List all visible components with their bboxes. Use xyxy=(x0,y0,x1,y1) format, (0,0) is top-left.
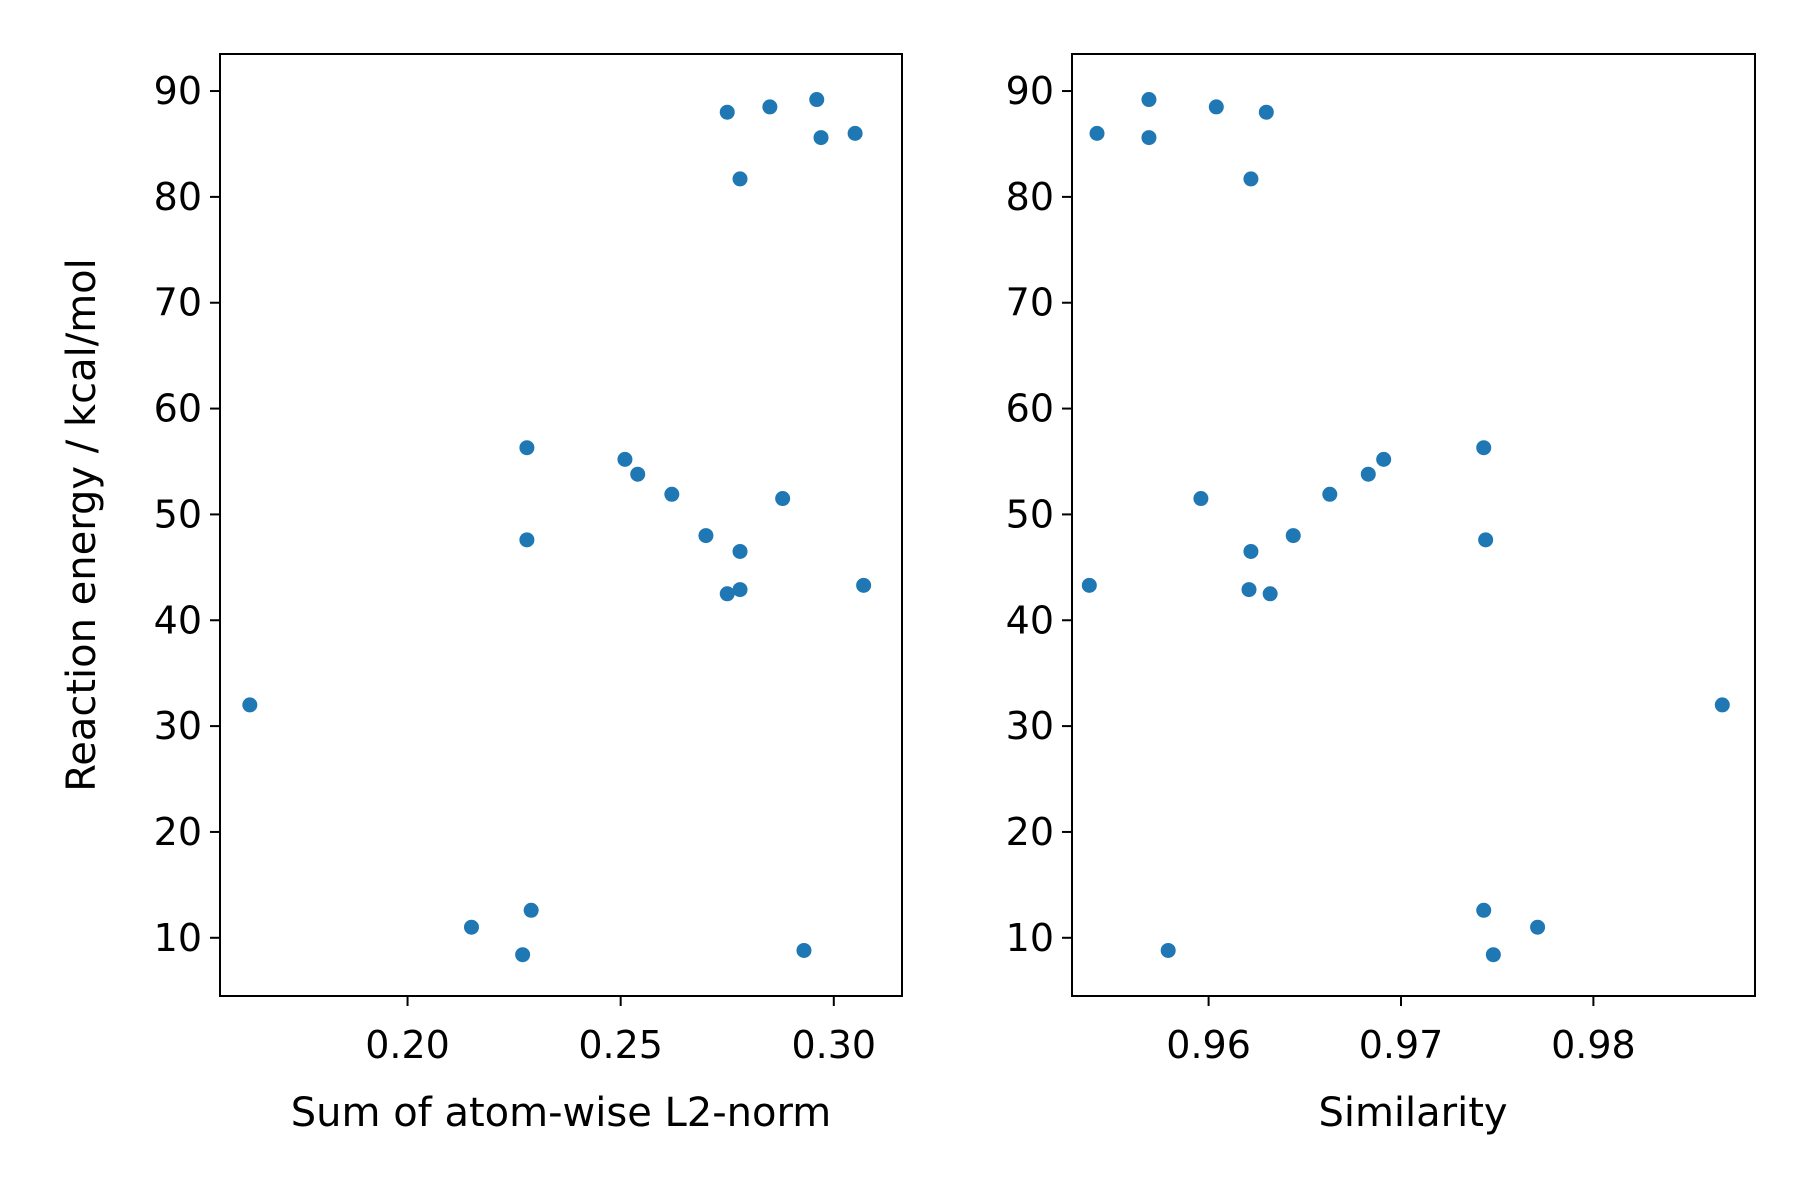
right-data-point xyxy=(1285,528,1301,544)
left-y-tick-label: 80 xyxy=(154,175,202,219)
left-y-tick-label: 70 xyxy=(154,281,202,325)
left-y-tick-label: 30 xyxy=(154,704,202,748)
right-data-point xyxy=(1081,577,1097,593)
right-y-tick-label: 90 xyxy=(1006,69,1054,113)
left-y-tick-label: 20 xyxy=(154,810,202,854)
left-x-tick-label: 0.20 xyxy=(365,1023,450,1067)
left-y-tick-label: 40 xyxy=(154,598,202,642)
left-data-point xyxy=(847,125,863,141)
right-y-ticks: 10 20 30 40 50 60 70 80 90 xyxy=(1006,69,1072,960)
right-y-tick-label: 50 xyxy=(1006,492,1054,536)
left-data-point xyxy=(813,130,829,146)
left-y-tick-label: 10 xyxy=(154,916,202,960)
right-x-tick-label: 0.97 xyxy=(1359,1023,1444,1067)
right-y-tick-label: 40 xyxy=(1006,598,1054,642)
right-data-point xyxy=(1476,902,1492,918)
right-data-point xyxy=(1258,104,1274,120)
right-axes-frame xyxy=(1071,53,1756,997)
right-data-point xyxy=(1376,451,1392,467)
left-y-ticks: 10 20 30 40 50 60 70 80 90 xyxy=(154,69,220,960)
left-data-point xyxy=(719,586,735,602)
left-x-axis-label: Sum of atom-wise L2-norm xyxy=(291,1090,831,1136)
left-x-tick-label: 0.30 xyxy=(791,1023,876,1067)
right-data-point xyxy=(1714,697,1730,713)
right-data-point xyxy=(1360,466,1376,482)
left-y-tick-label: 90 xyxy=(154,69,202,113)
right-x-tick-label: 0.96 xyxy=(1166,1023,1251,1067)
left-data-point xyxy=(856,577,872,593)
left-data-point xyxy=(242,697,258,713)
right-data-point xyxy=(1243,171,1259,187)
right-x-ticks: 0.96 0.97 0.98 xyxy=(1166,996,1636,1067)
left-x-ticks: 0.20 0.25 0.30 xyxy=(365,996,876,1067)
right-points xyxy=(1081,92,1730,963)
right-x-axis-label: Similarity xyxy=(1318,1090,1507,1136)
left-data-point xyxy=(630,466,646,482)
left-x-tick-label: 0.25 xyxy=(578,1023,663,1067)
left-data-point xyxy=(664,486,680,502)
left-data-point xyxy=(732,582,748,598)
left-data-point xyxy=(796,942,812,958)
right-data-point xyxy=(1208,99,1224,115)
left-data-point xyxy=(762,99,778,115)
right-y-tick-label: 30 xyxy=(1006,704,1054,748)
left-axes-frame xyxy=(219,53,903,997)
right-data-point xyxy=(1262,586,1278,602)
left-data-point xyxy=(519,440,535,456)
left-data-point xyxy=(519,532,535,548)
right-data-point xyxy=(1476,440,1492,456)
left-y-tick-label: 50 xyxy=(154,492,202,536)
left-data-point xyxy=(775,491,791,507)
left-y-tick-label: 60 xyxy=(154,387,202,431)
left-data-point xyxy=(719,104,735,120)
right-data-point xyxy=(1089,125,1105,141)
right-y-tick-label: 60 xyxy=(1006,387,1054,431)
right-data-point xyxy=(1243,543,1259,559)
left-data-point xyxy=(732,543,748,559)
left-points xyxy=(242,92,872,963)
right-data-point xyxy=(1241,582,1257,598)
right-data-point xyxy=(1530,919,1546,935)
left-data-point xyxy=(617,451,633,467)
left-data-point xyxy=(732,171,748,187)
left-data-point xyxy=(523,902,539,918)
left-data-point xyxy=(809,92,825,108)
right-data-point xyxy=(1478,532,1494,548)
right-x-tick-label: 0.98 xyxy=(1551,1023,1636,1067)
left-data-point xyxy=(698,528,714,544)
left-panel: 0.20 0.25 0.30 10 20 30 40 50 60 70 80 90 Sum of a… xyxy=(59,53,903,1136)
right-panel: 0.96 0.97 0.98 10 20 30 40 50 60 70 80 90 Similari… xyxy=(1006,53,1756,1136)
right-y-tick-label: 20 xyxy=(1006,810,1054,854)
right-data-point xyxy=(1322,486,1338,502)
right-data-point xyxy=(1193,491,1209,507)
right-data-point xyxy=(1141,130,1157,146)
right-data-point xyxy=(1141,92,1157,108)
right-y-tick-label: 70 xyxy=(1006,281,1054,325)
left-y-axis-label: Reaction energy / kcal/mol xyxy=(59,258,105,792)
right-y-tick-label: 80 xyxy=(1006,175,1054,219)
left-data-point xyxy=(515,947,531,963)
right-y-tick-label: 10 xyxy=(1006,916,1054,960)
right-data-point xyxy=(1160,942,1176,958)
left-data-point xyxy=(463,919,479,935)
right-data-point xyxy=(1485,947,1501,963)
